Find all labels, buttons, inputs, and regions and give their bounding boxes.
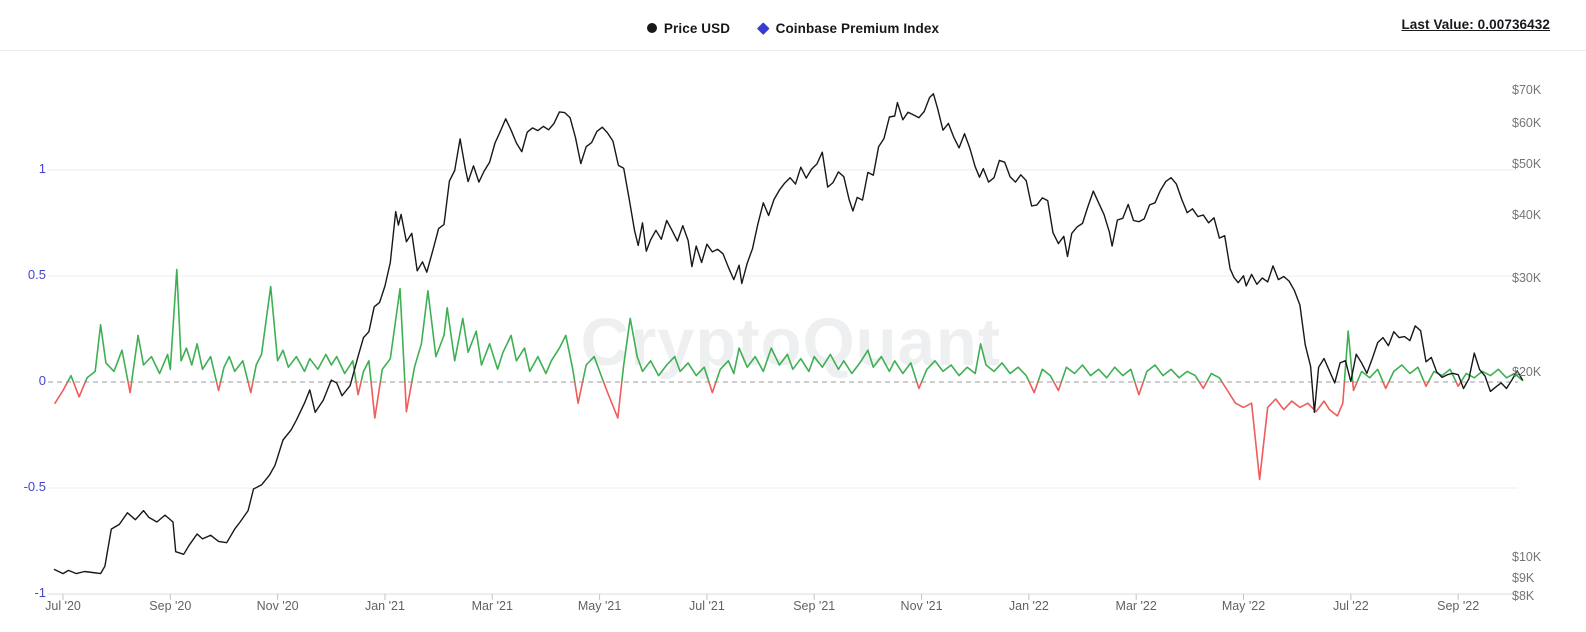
x-axis-label: Nov '20 [256,599,299,613]
premium-axis-label: 0.5 [27,267,46,282]
header-divider [0,50,1586,51]
premium-axis-label: -0.5 [23,479,46,494]
price-axis-label: $30K [1512,271,1542,285]
premium-index-line-positive [66,268,1524,382]
x-axis-label: Jul '22 [1332,599,1369,613]
price-axis-label: $20K [1512,365,1542,379]
x-axis-label: May '22 [1221,599,1266,613]
x-axis-label: Jul '21 [689,599,725,613]
x-axis-label: Mar '21 [471,599,513,613]
diamond-icon [757,21,770,35]
x-axis-label: Sep '21 [793,599,836,613]
chart-legend: Price USD Coinbase Premium Index [0,18,1586,38]
x-axis-label: Jan '21 [364,599,405,613]
circle-icon [646,23,657,33]
x-axis-label: May '21 [577,599,622,613]
x-axis-label: Sep '22 [1437,599,1480,613]
x-axis-label: Jan '22 [1008,599,1049,613]
price-axis-label: $10K [1512,550,1542,564]
premium-axis-label: 0 [38,373,46,388]
price-axis-label: $50K [1512,157,1542,171]
x-axis-label: Nov '21 [900,599,943,613]
legend-item-coinbase-premium-index[interactable]: Coinbase Premium Index [757,20,940,36]
x-axis-label: Mar '22 [1115,599,1157,613]
last-value[interactable]: Last Value: 0.00736432 [1401,17,1550,32]
price-axis-label: $40K [1512,208,1542,222]
x-axis-label: Sep '20 [149,599,192,613]
price-axis-label: $9K [1512,571,1535,585]
premium-axis-label: -1 [34,585,46,600]
premium-axis-label: 1 [38,161,46,176]
price-usd-line [53,92,1524,575]
price-axis-label: $70K [1512,83,1542,97]
x-axis-label: Jul '20 [45,599,81,613]
legend-item-label: Price USD [663,20,731,36]
price-axis-label: $60K [1512,116,1542,130]
premium-index-line-negative [54,382,1462,481]
legend-item-label: Coinbase Premium Index [775,20,940,36]
price-axis-label: $8K [1512,589,1535,603]
legend-item-price-usd[interactable]: Price USD [646,20,731,36]
